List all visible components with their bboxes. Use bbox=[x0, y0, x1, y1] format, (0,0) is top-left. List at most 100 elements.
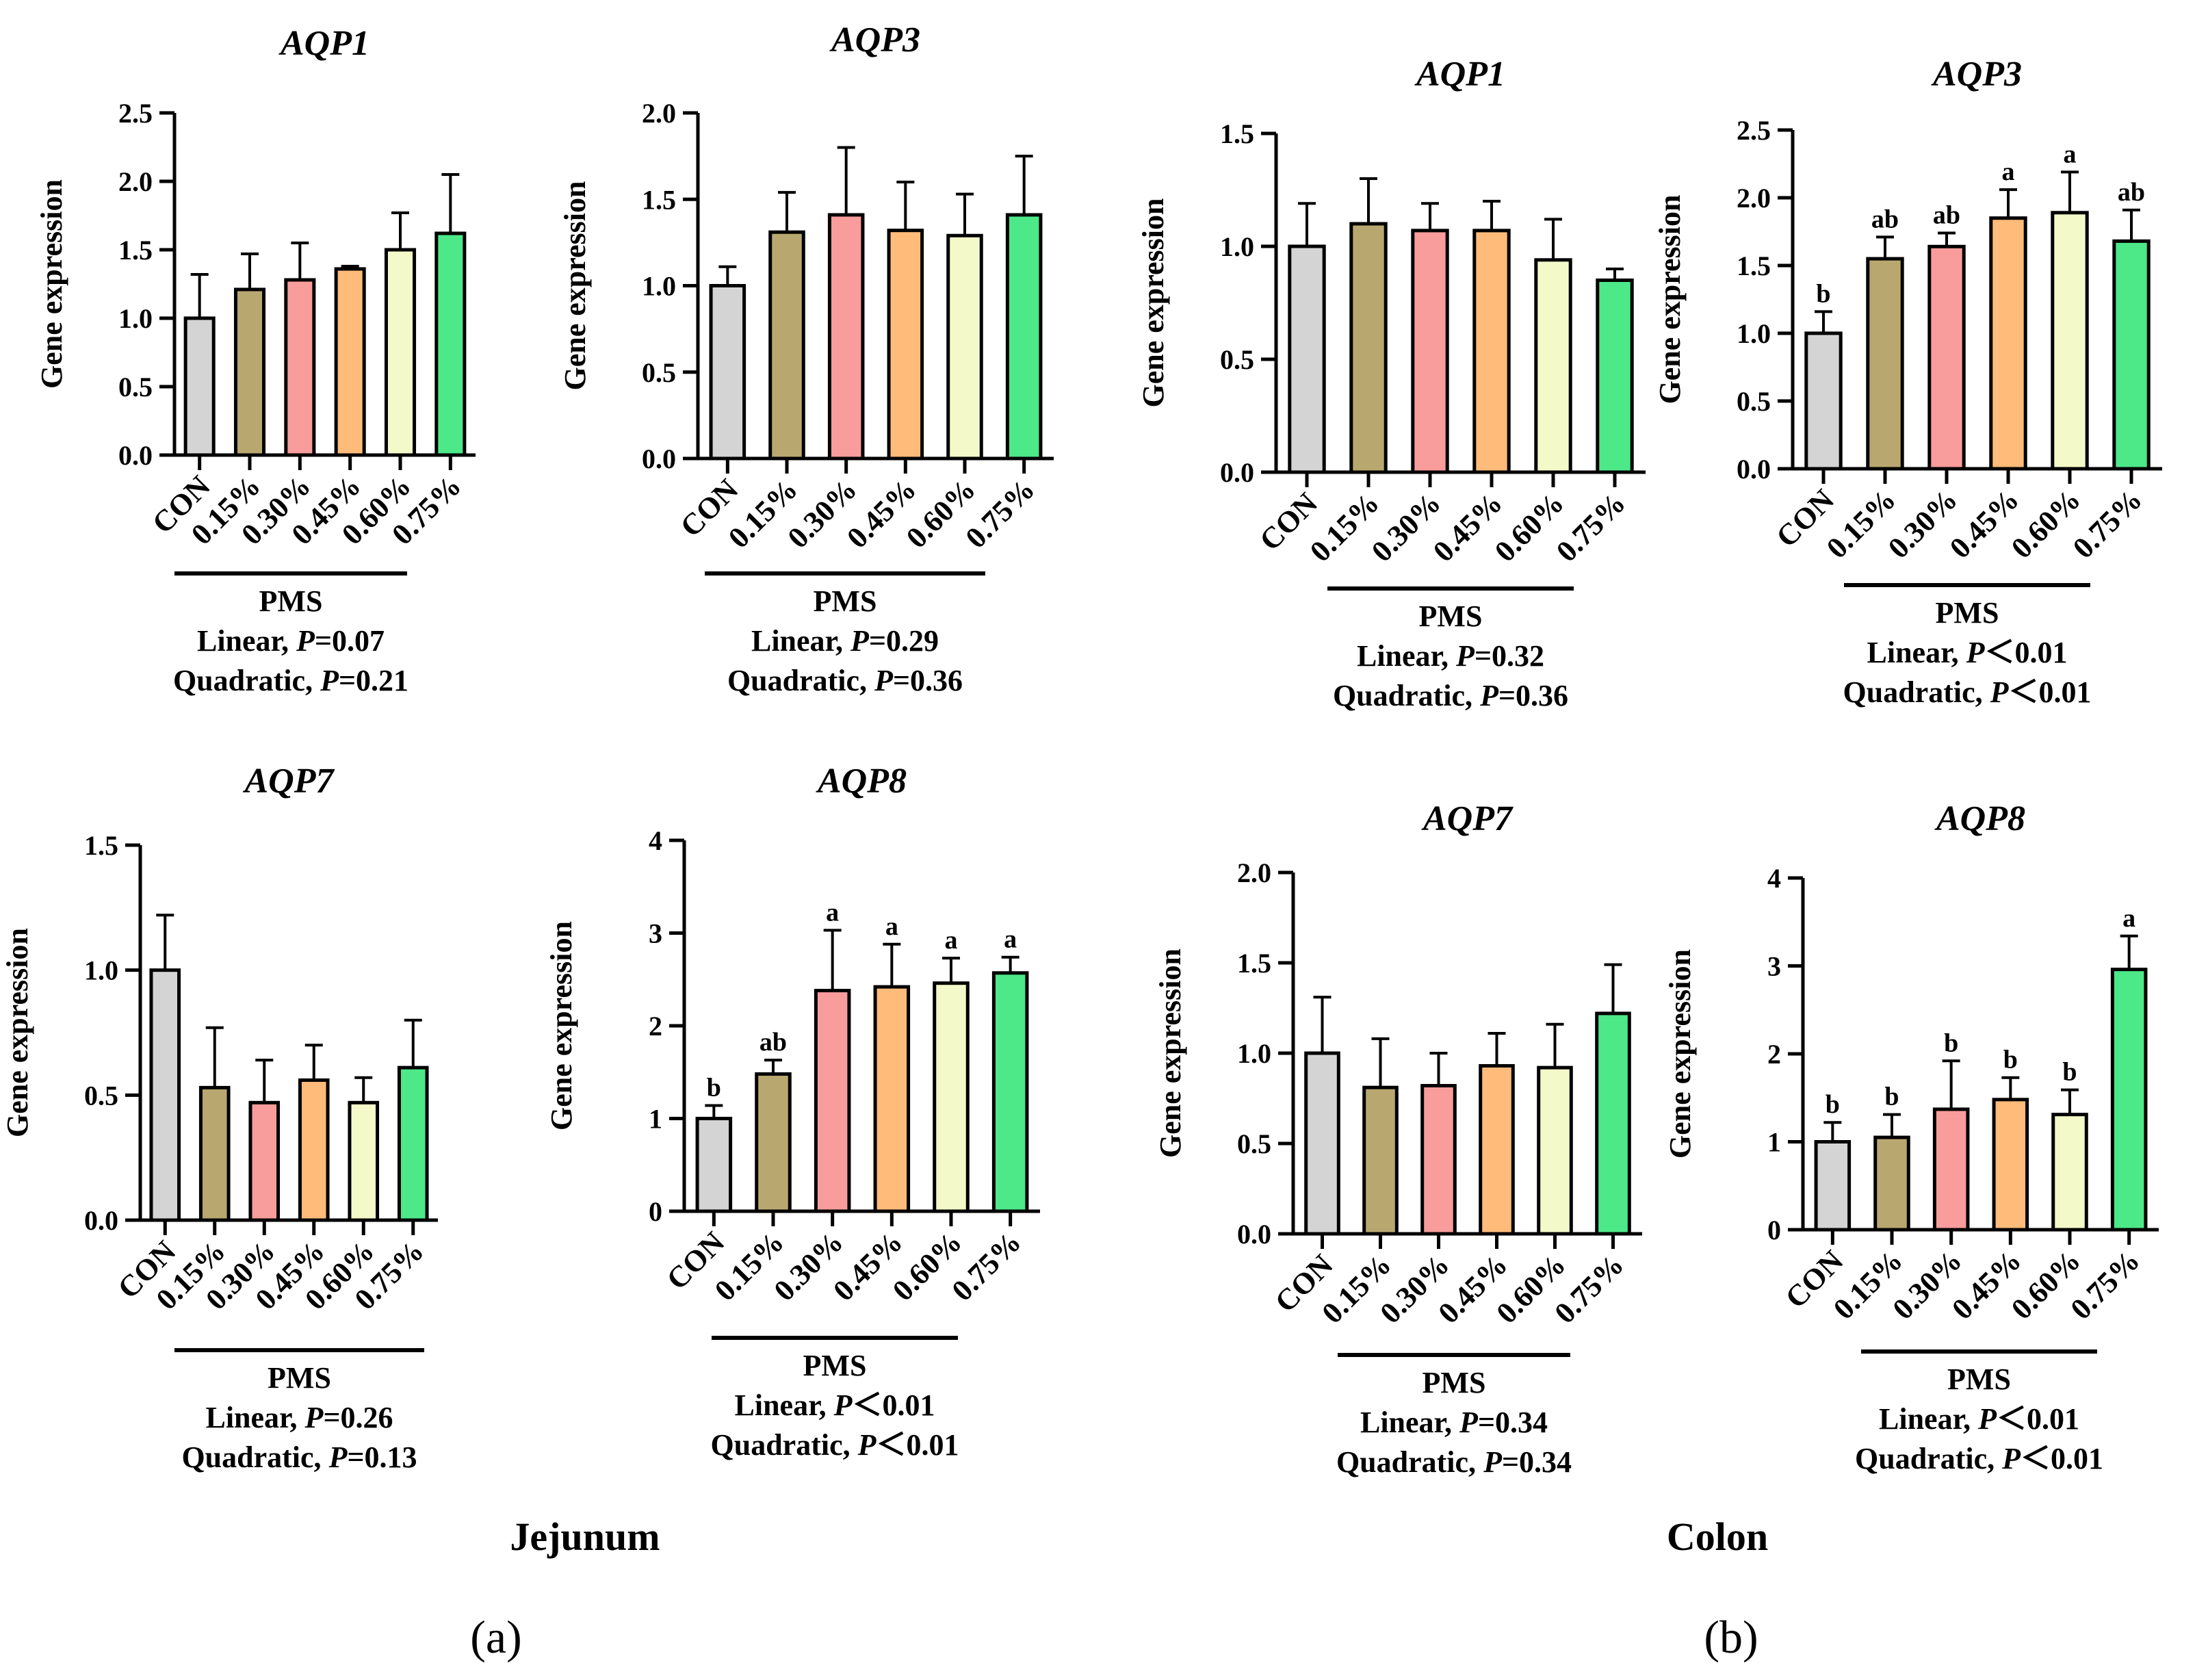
chart-3-y-axis-label: Gene expression bbox=[1137, 198, 1170, 408]
chart-4-bar bbox=[2051, 211, 2089, 471]
chart-2-y-tick-label: 1.0 bbox=[642, 271, 676, 302]
chart-1-quadratic-stat: Quadratic, P=0.21 bbox=[173, 664, 408, 697]
chart-1-title: AQP1 bbox=[278, 24, 369, 63]
chart-4-significance-letter: a bbox=[2002, 157, 2015, 186]
chart-6-significance-letter: b bbox=[707, 1074, 721, 1102]
panel-label-a: (a) bbox=[470, 1611, 521, 1663]
chart-4-x-tick-label: 0.45% bbox=[1943, 482, 2025, 565]
chart-6-bar bbox=[814, 989, 851, 1213]
chart-3-linear-stat: Linear, P=0.32 bbox=[1357, 639, 1544, 673]
chart-6-bar bbox=[933, 981, 970, 1213]
chart-4-y-axis-label: Gene expression bbox=[1653, 195, 1687, 404]
chart-1-y-tick-label: 2.5 bbox=[118, 98, 153, 129]
chart-1-y-tick-label: 2.0 bbox=[118, 166, 153, 197]
chart-8-bar bbox=[1873, 1135, 1910, 1232]
chart-6-y-tick-label: 4 bbox=[649, 825, 662, 856]
chart-4-y-tick-label: 2.0 bbox=[1737, 183, 1771, 214]
chart-3-y-tick-label: 0.5 bbox=[1220, 344, 1254, 375]
chart-7-y-tick-label: 2.0 bbox=[1237, 857, 1271, 888]
chart-3-x-tick-label: 0.75% bbox=[1550, 486, 1632, 568]
chart-4-x-tick-label: 0.15% bbox=[1820, 482, 1902, 565]
chart-7-pms-label: PMS bbox=[1423, 1366, 1486, 1399]
chart-6-y-tick-label: 3 bbox=[649, 918, 662, 949]
chart-5-title: AQP7 bbox=[243, 762, 335, 801]
chart-8-y-tick-label: 3 bbox=[1767, 951, 1781, 982]
chart-6-pms-label: PMS bbox=[803, 1349, 867, 1382]
chart-7-y-axis-label: Gene expression bbox=[1154, 948, 1187, 1158]
chart-8-significance-letter: b bbox=[2062, 1058, 2077, 1087]
chart-1-bar bbox=[434, 231, 467, 457]
chart-1-bar bbox=[334, 267, 366, 457]
chart-4-significance-letter: b bbox=[1816, 279, 1830, 308]
chart-2-y-tick-label: 1.5 bbox=[642, 184, 676, 215]
chart-3-x-tick-label: 0.15% bbox=[1303, 486, 1386, 568]
chart-8-y-tick-label: 0 bbox=[1767, 1215, 1781, 1245]
group-label-jejunum: Jejunum bbox=[510, 1514, 660, 1559]
chart-6-x-tick-label: 0.75% bbox=[946, 1225, 1028, 1307]
chart-2-x-tick-label: 0.75% bbox=[959, 472, 1041, 554]
chart-7-quadratic-stat: Quadratic, P=0.34 bbox=[1336, 1445, 1572, 1479]
chart-3-quadratic-stat: Quadratic, P=0.36 bbox=[1333, 679, 1568, 712]
chart-2-bar bbox=[827, 213, 865, 461]
chart-1-pms-label: PMS bbox=[259, 584, 323, 618]
chart-1-linear-stat: Linear, P=0.07 bbox=[197, 624, 385, 658]
chart-6-linear-stat: Linear, P＜0.01 bbox=[735, 1388, 935, 1422]
chart-5-linear-stat: Linear, P=0.26 bbox=[205, 1401, 393, 1434]
chart-4-x-tick-label: 0.75% bbox=[2066, 482, 2148, 565]
panel-label-b: (b) bbox=[1704, 1611, 1758, 1663]
chart-2-bar bbox=[768, 230, 805, 461]
chart-3-bar bbox=[1596, 279, 1634, 474]
chart-3-bar bbox=[1472, 229, 1511, 474]
chart-8-quadratic-stat: Quadratic, P＜0.01 bbox=[1855, 1442, 2103, 1475]
chart-6-title: AQP8 bbox=[816, 762, 907, 801]
chart-8-significance-letter: b bbox=[1884, 1083, 1899, 1111]
chart-4-significance-letter: a bbox=[2064, 140, 2077, 168]
chart-5-bar bbox=[248, 1100, 281, 1222]
chart-5-bar bbox=[149, 968, 181, 1222]
chart-5-pms-label: PMS bbox=[268, 1361, 331, 1395]
chart-2-title: AQP3 bbox=[829, 21, 920, 60]
chart-7-bar bbox=[1537, 1065, 1573, 1236]
chart-3-x-tick-label: 0.30% bbox=[1365, 486, 1447, 568]
chart-5-y-tick-label: 1.5 bbox=[84, 830, 118, 861]
chart-3-x-tick-label: 0.45% bbox=[1427, 486, 1509, 568]
chart-4-quadratic-stat: Quadratic, P＜0.01 bbox=[1843, 675, 2092, 709]
chart-7-bar bbox=[1420, 1084, 1457, 1236]
chart-1-bar bbox=[183, 316, 216, 457]
chart-8-x-tick-label: 0.75% bbox=[2064, 1243, 2146, 1326]
chart-2-y-axis-label: Gene expression bbox=[558, 181, 592, 391]
chart-5-bar bbox=[397, 1065, 429, 1222]
chart-6-bar bbox=[991, 971, 1029, 1213]
chart-6-significance-letter: a bbox=[885, 912, 898, 941]
chart-4-bar bbox=[1866, 257, 1904, 471]
chart-5-bar bbox=[198, 1085, 231, 1222]
chart-4-title: AQP3 bbox=[1931, 55, 2022, 94]
chart-6-bar bbox=[755, 1072, 792, 1213]
chart-8-significance-letter: b bbox=[1826, 1090, 1840, 1119]
chart-5-quadratic-stat: Quadratic, P=0.13 bbox=[181, 1440, 417, 1474]
chart-4-linear-stat: Linear, P＜0.01 bbox=[1867, 636, 2068, 669]
chart-3-title: AQP1 bbox=[1414, 55, 1505, 94]
chart-6-significance-letter: ab bbox=[759, 1028, 787, 1057]
chart-5-bar bbox=[298, 1078, 330, 1222]
chart-2-y-tick-label: 2.0 bbox=[642, 98, 676, 129]
chart-5-y-axis-label: Gene expression bbox=[1, 928, 34, 1137]
chart-2-bar bbox=[709, 284, 746, 461]
chart-4-bar bbox=[2112, 239, 2151, 471]
chart-7-bar bbox=[1595, 1011, 1631, 1236]
chart-6-bar bbox=[873, 985, 911, 1213]
chart-1-bar bbox=[233, 287, 266, 457]
chart-6-significance-letter: a bbox=[826, 898, 839, 927]
chart-4-y-tick-label: 1.5 bbox=[1737, 250, 1771, 281]
chart-8-pms-label: PMS bbox=[1947, 1362, 2011, 1396]
chart-3-bar bbox=[1411, 229, 1449, 474]
chart-4-significance-letter: ab bbox=[1871, 205, 1899, 233]
chart-6-y-tick-label: 2 bbox=[649, 1011, 662, 1042]
chart-4-bar bbox=[1927, 244, 1966, 471]
chart-6-significance-letter: a bbox=[945, 926, 958, 955]
chart-1-bar bbox=[284, 278, 316, 457]
chart-8-linear-stat: Linear, P＜0.01 bbox=[1879, 1402, 2079, 1436]
chart-7-bar bbox=[1362, 1085, 1399, 1236]
chart-8-bar bbox=[1814, 1140, 1852, 1232]
chart-7-y-tick-label: 0.5 bbox=[1237, 1128, 1271, 1159]
